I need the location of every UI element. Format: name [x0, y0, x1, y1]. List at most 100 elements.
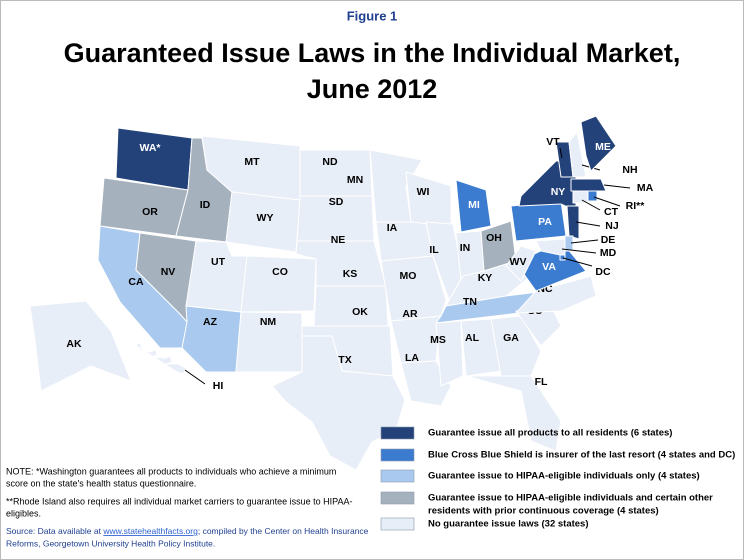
state-label: RI** [626, 200, 646, 212]
leader-line [562, 257, 593, 267]
leader-line [603, 184, 631, 189]
state-label: WI [417, 186, 430, 198]
state [313, 285, 389, 327]
state-label: OR [142, 206, 158, 218]
leader-line [561, 248, 597, 254]
state [572, 190, 589, 204]
state [559, 254, 566, 261]
state-label: UT [211, 256, 226, 268]
source-link[interactable]: www.statehealthfacts.org [102, 526, 198, 536]
state-label: LA [405, 352, 419, 364]
state [369, 149, 423, 223]
state [115, 127, 193, 191]
state-label: MS [430, 334, 446, 346]
state-label: ID [200, 199, 211, 211]
state-label: CA [128, 276, 144, 288]
state [435, 320, 464, 387]
state [375, 221, 434, 262]
state [566, 205, 580, 240]
state-label: GA [503, 332, 519, 344]
legend-swatch [380, 426, 415, 440]
state-label: FL [535, 376, 548, 388]
state-label: ME [595, 141, 611, 153]
leader-line [593, 196, 621, 207]
state [405, 171, 452, 227]
legend-swatch [380, 491, 415, 505]
state-label: NE [331, 234, 346, 246]
state-label: OK [352, 306, 368, 318]
state [490, 315, 542, 377]
state-label: IA [387, 222, 398, 234]
state [587, 190, 598, 202]
state [235, 311, 303, 373]
legend-label: Guarantee issue to HIPAA-eligible indivi… [428, 493, 713, 504]
state-label: MO [400, 270, 417, 282]
state-label: PA [538, 216, 552, 228]
state [568, 131, 587, 178]
state-label: WA* [140, 142, 162, 154]
source-text: ; compiled by the Center on Health Insur… [198, 526, 369, 536]
legend-label: Guarantee issue to HIPAA-eligible indivi… [428, 471, 700, 482]
state [185, 240, 248, 313]
state [580, 115, 617, 172]
state-label: NH [622, 164, 637, 176]
source: Reforms, Georgetown University Health Po… [6, 538, 215, 548]
state-label: ND [322, 156, 338, 168]
state-label: AL [465, 332, 480, 344]
state-label: NY [551, 186, 566, 198]
state [570, 178, 607, 192]
legend-swatch [380, 469, 415, 483]
state [29, 300, 132, 392]
state-label: MI [468, 199, 480, 211]
state-label: AK [66, 338, 82, 350]
state-label: AR [402, 308, 418, 320]
state-label: NJ [605, 220, 619, 232]
state-label: WY [257, 212, 274, 224]
state [455, 179, 492, 233]
state-label: KS [343, 268, 358, 280]
leader-line [581, 199, 601, 211]
state [505, 245, 537, 282]
title: June 2012 [307, 74, 438, 104]
state-label: CT [604, 206, 619, 218]
state-label: SD [329, 196, 344, 208]
state [515, 275, 597, 314]
state-label: DC [595, 266, 611, 278]
figure-label: Figure 1 [347, 8, 398, 23]
state-label: DE [601, 234, 616, 246]
leader-line [184, 369, 206, 385]
note: eligibles. [6, 508, 41, 518]
state-label: TX [338, 354, 351, 366]
state [400, 360, 452, 407]
state [380, 255, 447, 322]
state-label: MN [347, 174, 363, 186]
state-label: MT [244, 156, 260, 168]
state-label: OH [486, 232, 502, 244]
state [271, 335, 406, 471]
state-label: MD [600, 247, 617, 259]
state-label: TN [463, 296, 477, 308]
legend-swatch [380, 448, 415, 462]
note: **Rhode Island also requires all individ… [6, 496, 353, 506]
state-label: CO [272, 266, 288, 278]
note: score on the state's health status quest… [6, 478, 196, 488]
leader-line [570, 239, 599, 244]
state-label: WV [510, 256, 527, 268]
legend-swatch [380, 517, 415, 531]
state-label: KY [478, 272, 493, 284]
state [564, 235, 574, 252]
source-text: Source: Data available at [6, 526, 103, 536]
legend-label: Blue Cross Blue Shield is insurer of the… [428, 450, 735, 461]
state-label: NM [260, 316, 277, 328]
leader-line [575, 221, 601, 227]
leader-line [559, 147, 563, 159]
state-label: VA [542, 261, 556, 273]
state [465, 375, 562, 452]
note: NOTE: *Washington guarantees all product… [6, 466, 336, 476]
state [240, 255, 317, 313]
state-label: IL [429, 244, 439, 256]
state-label: NV [161, 266, 176, 278]
state-label: VT [546, 136, 560, 148]
